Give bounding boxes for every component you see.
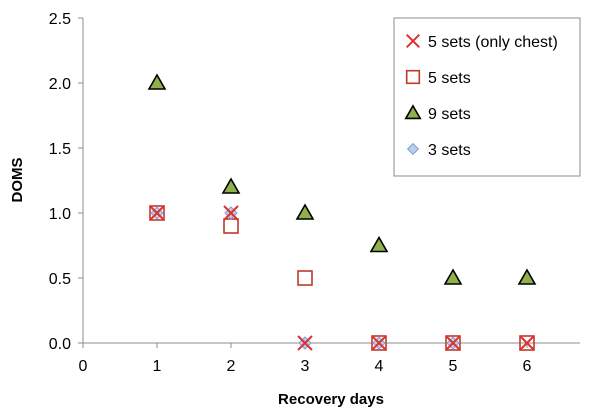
legend-label: 3 sets (428, 142, 471, 159)
y-tick-label: 1.0 (49, 206, 71, 223)
x-tick-label: 6 (523, 358, 532, 375)
x-tick-label: 4 (375, 358, 384, 375)
point-x (371, 335, 387, 351)
point-triangle (221, 177, 241, 194)
point-x (297, 335, 313, 351)
x-tick-label: 2 (227, 358, 236, 375)
x-tick-label: 0 (79, 358, 88, 375)
x-axis-title: Recovery days (278, 391, 384, 408)
point-square (371, 335, 387, 351)
point-square (149, 205, 165, 221)
point-x (223, 205, 239, 221)
point-x (149, 205, 165, 221)
y-tick-label: 0.0 (49, 336, 71, 353)
legend-marker-square (405, 69, 421, 85)
point-triangle (517, 268, 537, 285)
legend-marker-diamond (406, 142, 420, 156)
y-tick-label: 2.5 (49, 11, 71, 28)
point-square (297, 270, 313, 286)
y-tick-label: 2.0 (49, 76, 71, 93)
x-tick-label: 3 (301, 358, 310, 375)
legend: 5 sets (only chest) 5 sets 9 sets 3 sets (393, 17, 581, 177)
x-tick-label: 1 (153, 358, 162, 375)
point-square (519, 335, 535, 351)
point-x (519, 335, 535, 351)
data-points (147, 73, 537, 351)
y-axis-title: DOMS (9, 158, 26, 203)
point-triangle (369, 235, 389, 253)
point-triangle (147, 73, 167, 90)
point-x (445, 335, 461, 351)
legend-box (393, 17, 581, 177)
y-tick-label: 0.5 (49, 271, 71, 288)
legend-label: 9 sets (428, 106, 471, 123)
x-tick-label: 5 (449, 358, 458, 375)
point-triangle (443, 268, 463, 285)
axes (82, 18, 580, 344)
legend-label: 5 sets (only chest) (428, 34, 558, 51)
legend-label: 5 sets (428, 70, 471, 87)
legend-marker-x (405, 33, 421, 49)
point-square (223, 218, 239, 234)
y-tick-label: 1.5 (49, 141, 71, 158)
legend-marker-triangle (404, 104, 422, 120)
point-triangle (295, 203, 315, 220)
point-square (445, 335, 461, 351)
